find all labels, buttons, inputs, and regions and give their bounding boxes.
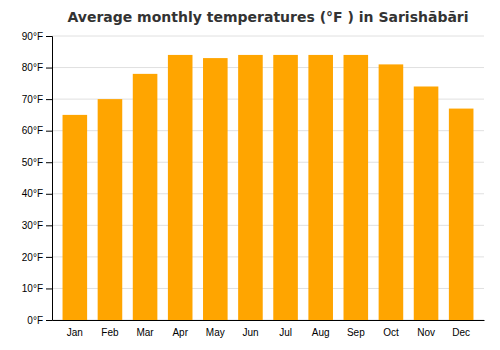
grid: [52, 36, 484, 320]
y-tick: 50°F: [22, 157, 52, 168]
tick-label: 0°F: [27, 315, 43, 326]
chart: 0°F 10°F 20°F 30°F 40°F 50°F 60°F 70°F 80°F 90°F J…: [0, 0, 500, 350]
plot: 0°F 10°F 20°F 30°F 40°F 50°F 60°F 70°F 80°F 90°F J…: [22, 31, 485, 338]
x-axis: Jan Feb Mar Apr May Jun Jul Aug Sep Oct Nov Dec: [53, 321, 485, 339]
tick-mark: [46, 99, 52, 100]
tick-label: 30°F: [22, 220, 43, 231]
bar: [414, 86, 439, 320]
y-tick: 10°F: [22, 283, 52, 294]
tick-label: Mar: [136, 327, 154, 338]
tick-label: Jun: [242, 327, 258, 338]
y-tick: 30°F: [22, 220, 52, 231]
tick-label: 40°F: [22, 188, 43, 199]
x-tick: May: [206, 327, 225, 338]
y-axis: 0°F 10°F 20°F 30°F 40°F 50°F 60°F 70°F 80°F 90°F: [22, 31, 53, 326]
x-tick: Jul: [279, 327, 292, 338]
tick-mark: [46, 131, 52, 132]
tick-mark: [46, 68, 52, 69]
y-tick: 90°F: [22, 31, 52, 42]
axis-line: [46, 37, 53, 321]
tick-label: 80°F: [22, 62, 43, 73]
bar: [273, 55, 298, 320]
axis-line: [53, 320, 485, 321]
tick-mark: [46, 288, 52, 289]
bars: [63, 55, 474, 320]
tick-label: 10°F: [22, 283, 43, 294]
bar: [379, 64, 404, 320]
tick-label: Dec: [452, 327, 470, 338]
tick-label: Jan: [67, 327, 83, 338]
y-tick: 0°F: [27, 315, 52, 326]
y-tick: 40°F: [22, 188, 52, 199]
bar: [98, 99, 123, 320]
bar: [133, 74, 158, 320]
x-tick: Jun: [242, 327, 258, 338]
title: Average monthly temperatures (°F ) in Sa…: [67, 9, 468, 25]
tick-mark: [46, 36, 52, 37]
bar: [344, 55, 369, 320]
tick-label: 60°F: [22, 125, 43, 136]
tick-label: 50°F: [22, 157, 43, 168]
x-tick: Dec: [452, 327, 470, 338]
bar: [63, 115, 88, 320]
tick-label: Jul: [279, 327, 292, 338]
y-tick: 20°F: [22, 252, 52, 263]
tick-mark: [46, 257, 52, 258]
tick-label: Oct: [383, 327, 399, 338]
grid-line: [52, 36, 484, 37]
tick-label: Aug: [312, 327, 330, 338]
bar: [449, 109, 474, 320]
x-tick: Nov: [417, 327, 435, 338]
x-tick: Aug: [312, 327, 330, 338]
bar: [308, 55, 333, 320]
tick-mark: [46, 320, 52, 321]
tick-label: Feb: [101, 327, 119, 338]
bar: [238, 55, 263, 320]
x-tick: Feb: [101, 327, 119, 338]
tick-label: Apr: [172, 327, 188, 338]
tick-mark: [46, 194, 52, 195]
x-tick: Mar: [136, 327, 154, 338]
tick-mark: [46, 225, 52, 226]
x-tick: Apr: [172, 327, 188, 338]
tick-label: 90°F: [22, 31, 43, 42]
y-tick: 60°F: [22, 125, 52, 136]
bar: [168, 55, 193, 320]
x-tick: Oct: [383, 327, 399, 338]
tick-label: 70°F: [22, 94, 43, 105]
tick-label: Nov: [417, 327, 435, 338]
tick-label: Sep: [347, 327, 365, 338]
tick-label: 20°F: [22, 252, 43, 263]
tick-mark: [46, 162, 52, 163]
bar: [203, 58, 228, 320]
x-tick: Jan: [67, 327, 83, 338]
tick-label: May: [206, 327, 225, 338]
x-tick: Sep: [347, 327, 365, 338]
grid-line: [52, 67, 484, 68]
y-tick: 80°F: [22, 62, 52, 73]
y-tick: 70°F: [22, 94, 52, 105]
